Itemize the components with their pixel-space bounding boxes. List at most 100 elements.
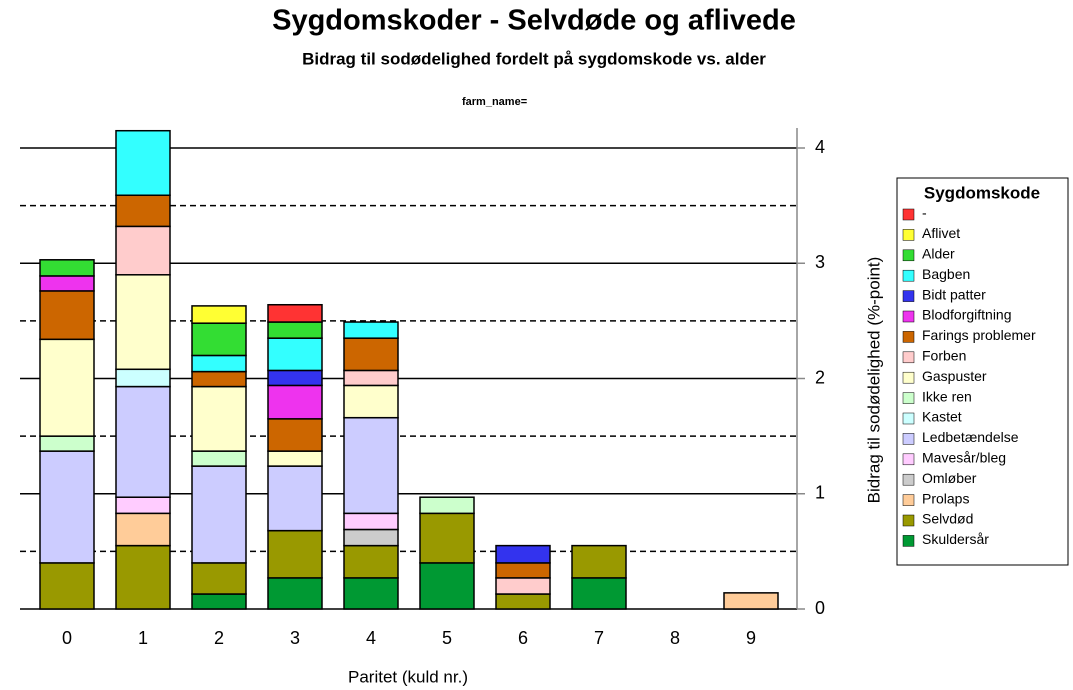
legend-label: Skuldersår — [922, 531, 989, 547]
legend-box — [896, 177, 1069, 566]
legend-label: Alder — [922, 246, 955, 262]
bar-segment — [115, 385, 171, 498]
bar-segment — [343, 577, 399, 610]
bar-segment — [39, 562, 95, 610]
legend-label: Bidt patter — [922, 286, 986, 302]
y-tick-label: 4 — [815, 137, 825, 157]
legend-swatch — [902, 535, 915, 547]
bar-segment — [191, 593, 247, 610]
bar-segment — [191, 465, 247, 564]
legend-swatch — [902, 269, 915, 282]
bar-segment — [267, 418, 323, 452]
chart-subtitle: Bidrag til sodødelighed fordelt på sygdo… — [302, 49, 766, 68]
legend-swatch — [902, 208, 915, 221]
bar-segment — [115, 194, 171, 228]
legend-swatch — [902, 249, 915, 262]
x-tick-label: 4 — [366, 628, 376, 648]
bar-segment — [343, 369, 399, 387]
legend-label: Bagben — [922, 266, 970, 282]
legend-label: Kastet — [922, 409, 962, 425]
y-tick-label: 3 — [815, 252, 825, 272]
legend-label: Ledbetændelse — [922, 429, 1019, 445]
bar-segment — [495, 593, 551, 610]
x-tick-label: 3 — [290, 628, 300, 648]
legend-swatch — [902, 514, 915, 527]
bar-segment — [267, 450, 323, 467]
x-tick-label: 7 — [594, 628, 604, 648]
bar-segment — [267, 384, 323, 420]
y-axis-label: Bidrag til sodødelighed (%-point) — [864, 257, 883, 504]
bar-segment — [39, 290, 95, 341]
bar-segment — [723, 592, 779, 610]
legend-label: Blodforgiftning — [922, 307, 1012, 323]
caption: farm_name= — [462, 96, 527, 108]
bar-segment — [343, 321, 399, 339]
legend-label: Gaspuster — [922, 368, 987, 384]
bar-segment — [267, 321, 323, 339]
bar-segment — [267, 303, 323, 323]
legend-label: Selvdød — [922, 511, 973, 527]
legend-swatch — [902, 351, 915, 364]
legend-label: Prolaps — [922, 490, 969, 506]
bar-segment — [191, 385, 247, 452]
bar-segment — [191, 322, 247, 357]
chart-title: Sygdomskoder - Selvdøde og aflivede — [272, 5, 796, 37]
bar-segment — [267, 577, 323, 610]
legend-label: Farings problemer — [922, 327, 1036, 343]
legend-swatch — [902, 473, 915, 486]
bar-segment — [419, 512, 475, 564]
x-tick-label: 2 — [214, 628, 224, 648]
bar-segment — [191, 562, 247, 595]
bar-segment — [39, 338, 95, 437]
legend-swatch — [902, 433, 915, 445]
bar-segment — [343, 384, 399, 419]
x-tick-label: 5 — [442, 628, 452, 648]
bar-segment — [191, 305, 247, 324]
bar-segment — [191, 450, 247, 467]
legend-label: Mavesår/bleg — [922, 450, 1006, 466]
bar-segment — [343, 416, 399, 515]
bar-segment — [419, 562, 475, 610]
bar-segment — [39, 259, 95, 277]
bar-segment — [343, 512, 399, 531]
x-tick-label: 0 — [62, 628, 72, 648]
x-tick-label: 8 — [670, 628, 680, 648]
bar-segment — [115, 496, 171, 515]
legend-swatch — [902, 229, 915, 241]
legend-swatch — [902, 331, 915, 343]
legend-label: - — [922, 205, 927, 221]
bar-segment — [115, 368, 171, 388]
x-tick-label: 9 — [746, 628, 756, 648]
bar-segment — [191, 354, 247, 373]
bar-segment — [571, 577, 627, 610]
bar-segment — [419, 496, 475, 515]
bar-segment — [267, 337, 323, 372]
y-tick-label: 1 — [815, 483, 825, 503]
legend-label: Forben — [922, 348, 966, 364]
bar-segment — [343, 337, 399, 372]
legend-title: Sygdomskode — [924, 183, 1040, 202]
bar-segment — [115, 129, 171, 197]
legend-swatch — [902, 494, 915, 506]
y-tick-label: 0 — [815, 598, 825, 618]
x-tick-label: 1 — [138, 628, 148, 648]
legend-label: Ikke ren — [922, 388, 972, 404]
legend-swatch — [902, 392, 915, 404]
y-tick-label: 2 — [815, 367, 825, 387]
bar-segment — [343, 528, 399, 547]
bar-segment — [267, 369, 323, 387]
bar-segment — [115, 544, 171, 610]
bar-segment — [115, 512, 171, 547]
bar-segment — [267, 529, 323, 579]
bar-segment — [115, 225, 171, 276]
legend-swatch — [902, 290, 915, 302]
bar-segment — [267, 465, 323, 532]
bar-segment — [495, 562, 551, 579]
bar-segment — [571, 544, 627, 579]
bar-segment — [495, 577, 551, 595]
legend-swatch — [902, 371, 915, 384]
bar-segment — [115, 274, 171, 371]
x-tick-label: 6 — [518, 628, 528, 648]
bar-segment — [39, 275, 95, 292]
